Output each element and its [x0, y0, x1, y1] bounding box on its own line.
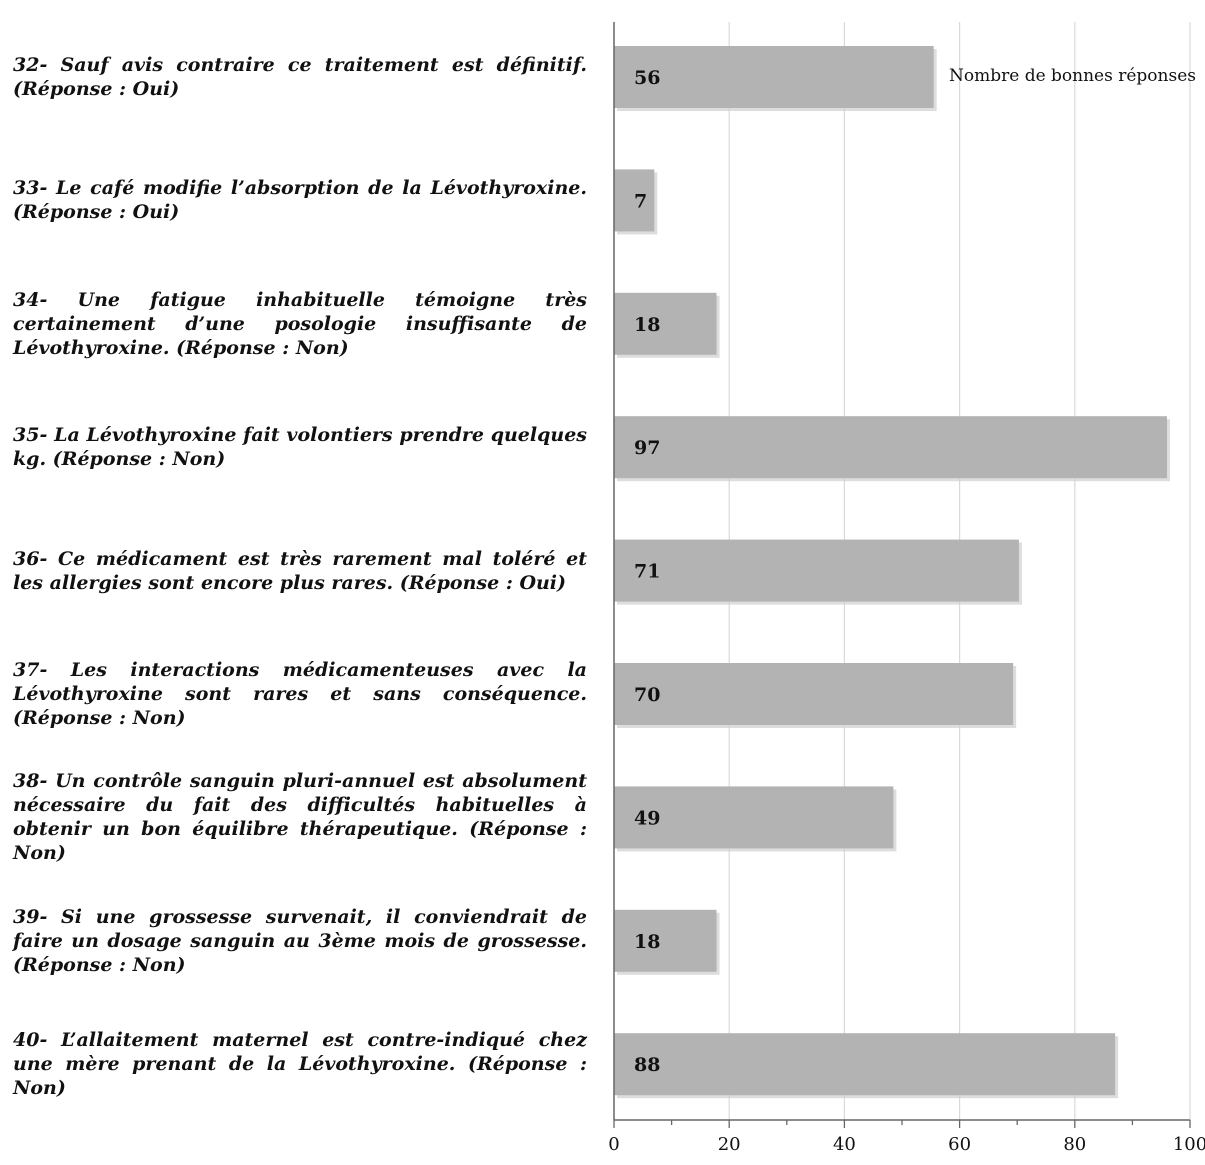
data-label-8: 18: [634, 931, 660, 953]
x-tick-label-100: 100: [1173, 1134, 1205, 1155]
data-label-2: 7: [634, 190, 647, 212]
data-label-7: 49: [634, 807, 660, 829]
bar-1: [614, 46, 934, 108]
x-tick-label-20: 20: [718, 1134, 741, 1155]
category-label-33: 33- Le café modifie l’absorption de la L…: [13, 177, 587, 223]
bar-4: [614, 416, 1167, 479]
data-label-4: 97: [634, 437, 660, 459]
x-tick-label-0: 0: [608, 1134, 619, 1155]
category-label-38: 38- Un contrôle sanguin pluri-annuel est…: [13, 770, 587, 864]
data-label-1: 56: [634, 67, 660, 89]
x-tick-label-80: 80: [1063, 1134, 1086, 1155]
data-label-9: 88: [634, 1054, 660, 1076]
data-label-6: 70: [634, 684, 660, 706]
category-label-32: 32- Sauf avis contraire ce traitement es…: [13, 54, 587, 100]
category-label-34: 34- Une fatigue inhabituelle témoigne tr…: [13, 289, 587, 359]
data-label-5: 71: [634, 561, 660, 583]
category-label-37: 37- Les interactions médicamenteuses ave…: [13, 659, 587, 729]
bar-8: [614, 909, 717, 972]
bar-2: [614, 169, 655, 232]
category-label-36: 36- Ce médicament est très rarement mal …: [13, 548, 587, 594]
x-axis: 0 20 40 60 80 100: [608, 22, 1205, 1155]
category-label-40: 40- L’allaitement maternel est contre-in…: [13, 1029, 587, 1099]
x-tick-label-60: 60: [948, 1134, 971, 1155]
legend-entry: Nombre de bonnes réponses: [949, 66, 1196, 86]
category-label-39: 39- Si une grossesse survenait, il convi…: [13, 906, 587, 976]
bar-9: [614, 1033, 1116, 1096]
category-label-35: 35- La Lévothyroxine fait volontiers pre…: [13, 424, 587, 470]
bar-5: [614, 539, 1019, 602]
bars: 56 7 18 97 71 70 49 18 88: [614, 46, 1170, 1099]
bar-7: [614, 786, 894, 849]
data-label-3: 18: [634, 314, 660, 336]
bar-6: [614, 663, 1014, 725]
x-tick-label-40: 40: [833, 1134, 856, 1155]
bar-3: [614, 292, 717, 355]
